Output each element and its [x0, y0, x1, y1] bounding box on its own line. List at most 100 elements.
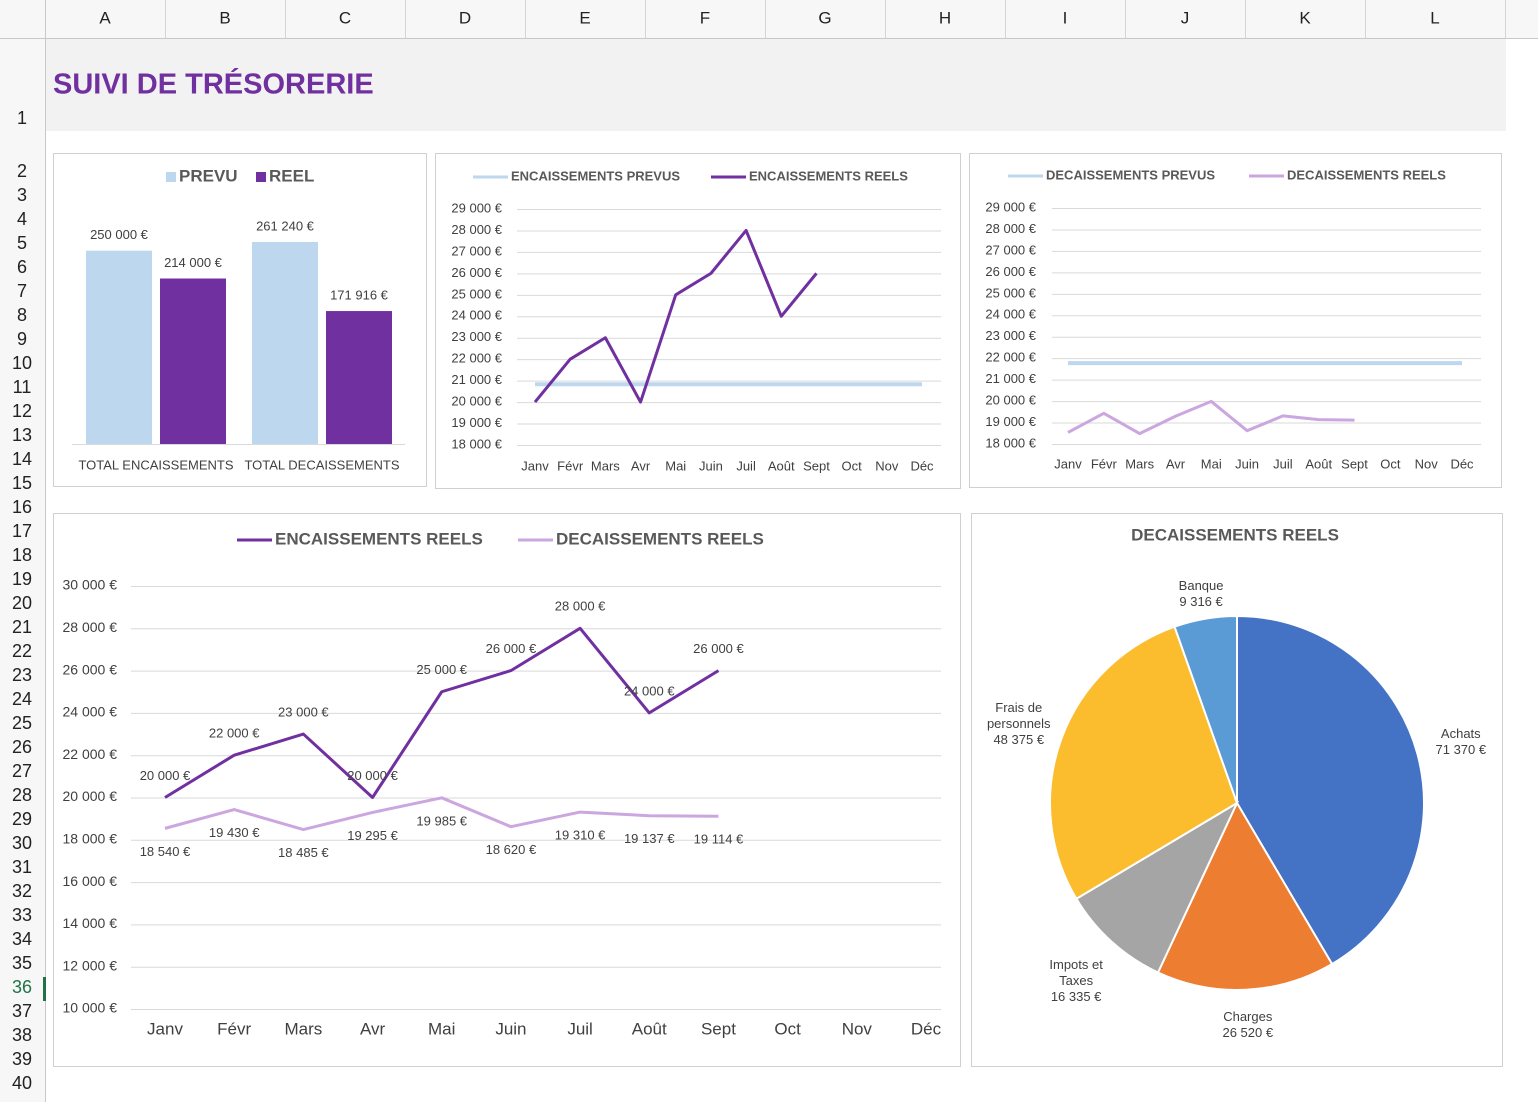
- y-tick-label: 29 000 €: [451, 200, 502, 215]
- category-label: Achats: [1440, 725, 1481, 741]
- pie-label: Impots et Taxes 16 335 €: [1034, 957, 1118, 1005]
- x-tick-label: TOTAL DECAISSEMENTS: [244, 457, 399, 472]
- y-tick-label: 26 000 €: [985, 264, 1036, 279]
- row-header-bar: [0, 38, 45, 1102]
- legend-label: DECAISSEMENTS REELS: [1287, 167, 1446, 182]
- x-tick-label: Août: [768, 458, 795, 473]
- y-tick-label: 26 000 €: [63, 661, 118, 677]
- value-label: 26 520 €: [1222, 1024, 1274, 1040]
- y-tick-label: 12 000 €: [63, 957, 118, 973]
- row-header: 25: [12, 713, 32, 733]
- bar: [326, 311, 392, 444]
- x-tick-label: Juin: [495, 1019, 526, 1038]
- x-tick-label: Oct: [1380, 456, 1401, 471]
- y-tick-label: 22 000 €: [985, 350, 1036, 365]
- data-label: 19 310 €: [555, 828, 606, 843]
- x-tick-label: Sept: [1341, 456, 1368, 471]
- row-header: 21: [12, 617, 32, 637]
- category-label: Frais de personnels: [986, 700, 1051, 732]
- data-label: 19 985 €: [416, 813, 467, 828]
- data-label: 18 485 €: [278, 845, 329, 860]
- row-header: 33: [12, 905, 32, 925]
- y-tick-label: 14 000 €: [63, 915, 118, 931]
- x-tick-label: Avr: [631, 458, 651, 473]
- y-tick-label: 18 000 €: [985, 435, 1036, 450]
- row-header: 23: [12, 665, 32, 685]
- chart-frame: [435, 153, 961, 489]
- category-label: Banque: [1178, 578, 1224, 594]
- row-header: 26: [12, 737, 32, 757]
- row-header: 27: [12, 761, 32, 781]
- row-header: 38: [12, 1025, 32, 1045]
- row-header: 9: [17, 329, 27, 349]
- row-header: 13: [12, 425, 32, 445]
- row-header: 40: [12, 1073, 32, 1093]
- y-tick-label: 24 000 €: [985, 307, 1036, 322]
- row-header: 17: [12, 521, 32, 541]
- bar: [86, 250, 152, 444]
- x-tick-label: Déc: [1450, 456, 1474, 471]
- x-tick-label: Nov: [1415, 456, 1439, 471]
- x-tick-label: Janv: [521, 458, 549, 473]
- y-tick-label: 24 000 €: [451, 308, 502, 323]
- value-label: 16 335 €: [1050, 989, 1102, 1005]
- row-header: 28: [12, 785, 32, 805]
- y-tick-label: 28 000 €: [63, 619, 118, 635]
- data-label: 23 000 €: [278, 704, 329, 719]
- row-header: 1: [17, 108, 27, 128]
- data-label: 24 000 €: [624, 683, 675, 698]
- data-label: 261 240 €: [256, 218, 315, 233]
- data-label: 19 430 €: [209, 825, 260, 840]
- row-header: 8: [17, 305, 27, 325]
- row-header: 4: [17, 209, 27, 229]
- column-header: L: [1430, 8, 1439, 27]
- legend-label: REEL: [269, 166, 314, 185]
- x-tick-label: Juil: [1273, 456, 1293, 471]
- y-tick-label: 19 000 €: [985, 414, 1036, 429]
- x-tick-label: Mai: [665, 458, 686, 473]
- row-header: 32: [12, 881, 32, 901]
- x-tick-label: Oct: [842, 458, 863, 473]
- data-label: 25 000 €: [416, 662, 467, 677]
- y-tick-label: 24 000 €: [63, 704, 118, 720]
- row-header: 22: [12, 641, 32, 661]
- column-header: J: [1181, 8, 1190, 27]
- x-tick-label: Avr: [360, 1019, 386, 1038]
- column-header: B: [219, 8, 230, 27]
- y-tick-label: 18 000 €: [63, 831, 118, 847]
- row-header: 39: [12, 1049, 32, 1069]
- data-label: 214 000 €: [164, 255, 223, 270]
- data-label: 19 137 €: [624, 831, 675, 846]
- value-label: 71 370 €: [1435, 741, 1487, 757]
- data-label: 171 916 €: [330, 287, 389, 302]
- data-label: 20 000 €: [347, 768, 398, 783]
- column-header: I: [1063, 8, 1068, 27]
- y-tick-label: 28 000 €: [451, 222, 502, 237]
- row-header: 35: [12, 953, 32, 973]
- data-label: 250 000 €: [90, 227, 149, 242]
- row-header: 36: [12, 977, 32, 997]
- column-header: K: [1299, 8, 1311, 27]
- y-tick-label: 16 000 €: [63, 873, 118, 889]
- y-tick-label: 25 000 €: [985, 285, 1036, 300]
- data-label: 19 114 €: [694, 832, 744, 847]
- row-header: 24: [12, 689, 32, 709]
- x-tick-label: Déc: [910, 458, 934, 473]
- x-tick-label: Sept: [803, 458, 830, 473]
- x-tick-label: Mars: [284, 1019, 322, 1038]
- sheet-title: SUIVI DE TRÉSORERIE: [53, 67, 374, 101]
- pie-label: Frais de personnels 48 375 €: [977, 700, 1061, 748]
- y-tick-label: 18 000 €: [451, 436, 502, 451]
- column-header: C: [339, 8, 351, 27]
- legend-label: DECAISSEMENTS PREVUS: [1046, 167, 1215, 182]
- row-header: 2: [17, 161, 27, 181]
- data-label: 26 000 €: [486, 641, 537, 656]
- y-tick-label: 30 000 €: [63, 577, 118, 593]
- y-tick-label: 22 000 €: [451, 351, 502, 366]
- row-header: 7: [17, 281, 27, 301]
- x-tick-label: Juin: [1235, 456, 1259, 471]
- row-header: 3: [17, 185, 27, 205]
- x-tick-label: Mars: [1125, 456, 1154, 471]
- row-header: 19: [12, 569, 32, 589]
